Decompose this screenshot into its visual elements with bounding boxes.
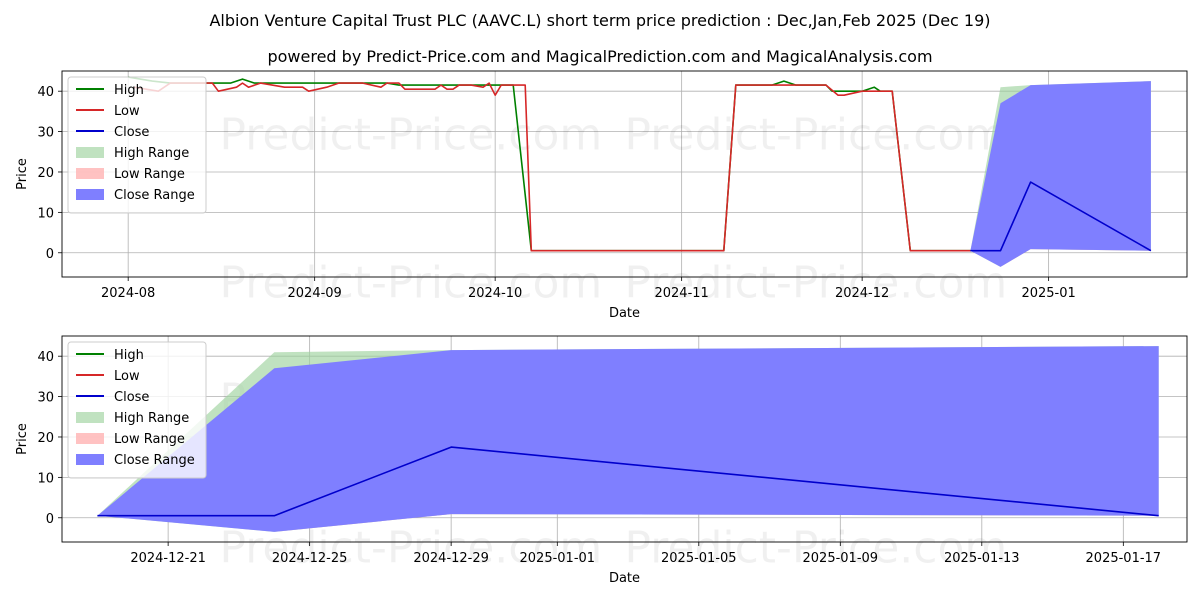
panel0-legend-swatch-low-range xyxy=(76,168,104,179)
panel0-close-range-band xyxy=(970,81,1151,267)
panel1-legend-swatch-high-range xyxy=(76,412,104,423)
panel0-legend-label-high: High xyxy=(114,83,144,98)
panel0-x-tick-label: 2024-11 xyxy=(654,286,708,301)
panel1-y-tick-label: 40 xyxy=(37,350,54,365)
panel1-axes-frame xyxy=(61,335,1188,543)
watermark: Predict-Price.com xyxy=(220,109,603,160)
panel0-y-tick-label: 30 xyxy=(37,126,54,141)
panel0-y-tick-label: 40 xyxy=(37,85,54,100)
panel1-y-axis-label: Price xyxy=(15,423,30,455)
watermark: Predict-Price.com xyxy=(625,258,1008,309)
panel1-x-tick-label: 2025-01-09 xyxy=(803,551,879,566)
panel1-close-range-band xyxy=(97,346,1159,532)
panel0-high-line xyxy=(128,76,971,252)
panel1-legend-label-high: High xyxy=(114,348,144,363)
panel1-legend-label-low: Low xyxy=(114,369,140,384)
panel1-y-tick-label: 30 xyxy=(37,391,54,406)
panel1-legend-label-high-range: High Range xyxy=(114,411,189,426)
watermark: Predict-Price.com xyxy=(625,109,1008,160)
panel0-legend-label-low-range: Low Range xyxy=(114,167,185,182)
panel1-x-tick-label: 2025-01-01 xyxy=(520,551,596,566)
panel0-y-tick-label: 0 xyxy=(46,247,54,262)
panel1-x-tick-label: 2024-12-29 xyxy=(413,551,489,566)
panel1-x-tick-label: 2024-12-25 xyxy=(272,551,348,566)
panel0-x-axis-label: Date xyxy=(609,306,640,321)
top-chart-panel: Predict-Price.com Predict-Price.com Predic… xyxy=(15,70,1188,321)
panel1-legend-swatch-low-range xyxy=(76,433,104,444)
watermark: Predict-Price.com xyxy=(220,523,603,574)
panel0-legend-label-high-range: High Range xyxy=(114,146,189,161)
watermark: Predict-Price.com xyxy=(220,258,603,309)
panel1-legend-label-low-range: Low Range xyxy=(114,432,185,447)
panel0-low-line xyxy=(134,82,971,252)
panel1-y-tick-label: 0 xyxy=(46,512,54,527)
panel1-legend-swatch-close-range xyxy=(76,454,104,465)
panel0-y-tick-label: 10 xyxy=(37,206,54,221)
watermark: Predict-Price.com xyxy=(625,523,1008,574)
panel1-legend-label-close: Close xyxy=(114,390,149,405)
panel0-close-line xyxy=(970,181,1152,252)
panel1-y-tick-label: 10 xyxy=(37,471,54,486)
panel0-axes-frame xyxy=(61,70,1188,278)
panel0-legend-label-close-range: Close Range xyxy=(114,188,195,203)
panel0-x-tick-label: 2024-09 xyxy=(288,286,342,301)
bottom-chart-panel: Predict-Price.comPredict-Price.comPredic… xyxy=(15,335,1188,586)
panel1-x-tick-label: 2025-01-05 xyxy=(661,551,737,566)
chart-subtitle: powered by Predict-Price.com and Magical… xyxy=(267,47,932,66)
panel1-y-tick-label: 20 xyxy=(37,431,54,446)
panel1-legend-label-close-range: Close Range xyxy=(114,453,195,468)
panel0-x-tick-label: 2024-08 xyxy=(101,286,155,301)
panel0-y-tick-label: 20 xyxy=(37,166,54,181)
panel1-x-tick-label: 2025-01-13 xyxy=(944,551,1020,566)
chart-title: Albion Venture Capital Trust PLC (AAVC.L… xyxy=(209,11,990,30)
panel0-legend-swatch-close-range xyxy=(76,189,104,200)
panel0-y-axis-label: Price xyxy=(15,158,30,190)
panel1-x-tick-label: 2025-01-17 xyxy=(1086,551,1162,566)
panel1-x-tick-label: 2024-12-21 xyxy=(130,551,206,566)
panel0-x-tick-label: 2024-10 xyxy=(468,286,522,301)
panel0-x-tick-label: 2025-01 xyxy=(1021,286,1075,301)
panel0-x-tick-label: 2024-12 xyxy=(835,286,889,301)
panel0-legend-label-low: Low xyxy=(114,104,140,119)
panel1-close-line xyxy=(97,446,1159,517)
panel1-x-axis-label: Date xyxy=(609,571,640,586)
panel0-legend-swatch-high-range xyxy=(76,147,104,158)
panel0-legend-label-close: Close xyxy=(114,125,149,140)
